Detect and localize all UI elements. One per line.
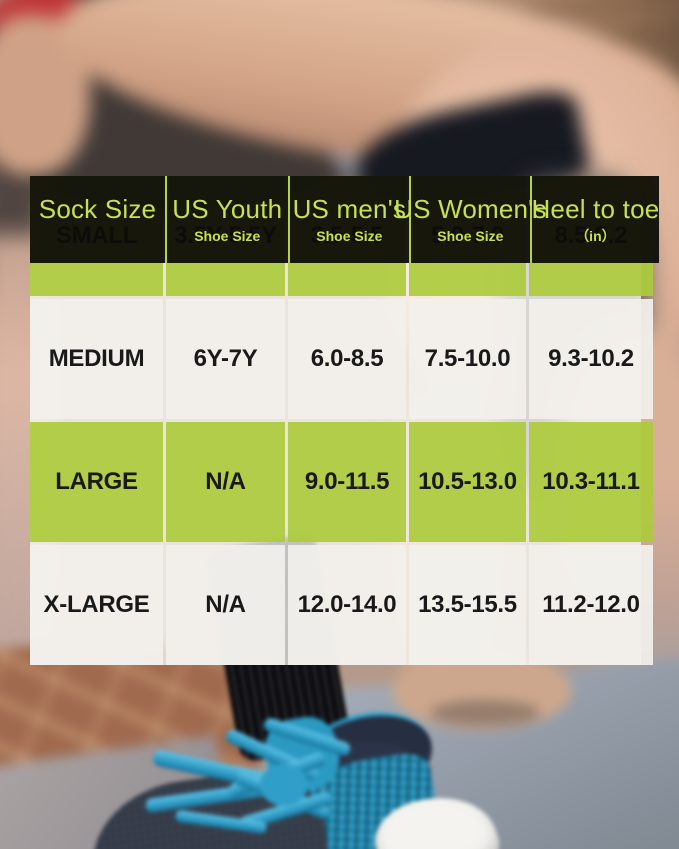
size-cell: 6.0-8.5: [288, 299, 406, 419]
header-sock-size: Sock Size: [30, 176, 167, 263]
header-us-womens: US Women's Shoe Size: [394, 176, 546, 263]
header-label: Sock Size: [38, 194, 157, 224]
sock-size-chart: Sock Size US Youth Shoe Size US men's Sh…: [30, 176, 660, 665]
header-sublabel: Shoe Size: [316, 228, 383, 244]
size-cell: LARGE: [30, 422, 163, 542]
size-cell: 6Y-7Y: [166, 299, 286, 419]
size-cell: X-LARGE: [30, 545, 163, 665]
header-label: Heel to toe: [531, 194, 660, 224]
header-heel-to-toe: Heel to toe （in）: [531, 176, 660, 263]
size-cell: 13.5-15.5: [408, 545, 526, 665]
header-label: US men's: [292, 194, 407, 224]
size-cell: 12.0-14.0: [288, 545, 406, 665]
foot-shadow-graphic: [430, 700, 540, 726]
size-cell: N/A: [166, 422, 286, 542]
size-cell: 11.2-12.0: [528, 545, 653, 665]
header-us-youth: US Youth Shoe Size: [167, 176, 290, 263]
header-sublabel: Shoe Size: [437, 228, 504, 244]
chart-header-row: Sock Size US Youth Shoe Size US men's Sh…: [30, 176, 660, 263]
header-sublabel: （in）: [575, 228, 616, 244]
size-cell: 9.0-11.5: [288, 422, 406, 542]
size-cell: 10.3-11.1: [528, 422, 653, 542]
size-cell: 7.5-10.0: [408, 299, 526, 419]
header-label: US Women's: [394, 194, 547, 224]
lace-knot-graphic: [260, 764, 308, 806]
size-cell: 9.3-10.2: [528, 299, 653, 419]
size-cell: N/A: [166, 545, 286, 665]
size-cell: MEDIUM: [30, 299, 163, 419]
header-label: US Youth: [172, 194, 283, 224]
header-us-mens: US men's Shoe Size: [290, 176, 412, 263]
size-cell: 10.5-13.0: [408, 422, 526, 542]
header-sublabel: Shoe Size: [194, 228, 261, 244]
